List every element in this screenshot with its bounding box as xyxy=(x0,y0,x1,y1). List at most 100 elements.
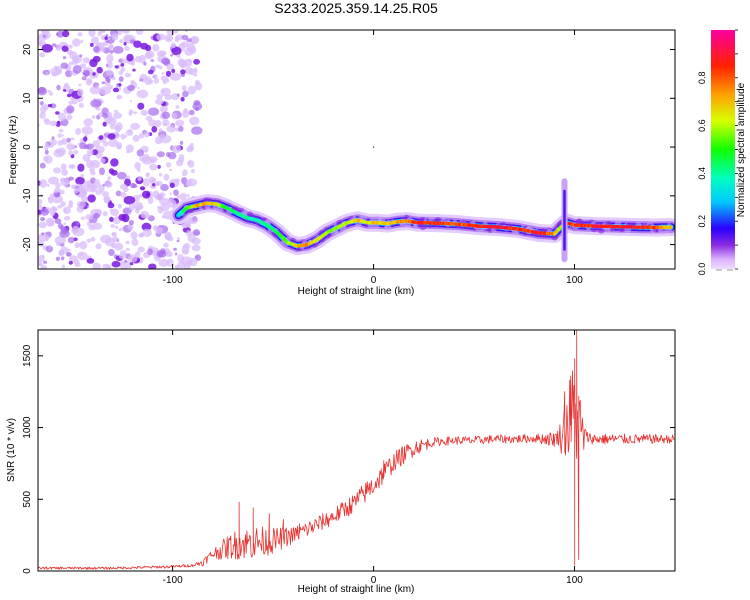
noise-blob xyxy=(70,137,75,141)
noise-blob xyxy=(87,205,90,209)
noise-blob xyxy=(190,37,199,45)
colorbar-tick-label: 0.8 xyxy=(697,72,707,85)
noise-blob xyxy=(110,124,117,130)
noise-blob xyxy=(43,155,49,162)
noise-blob xyxy=(174,252,178,256)
noise-blob xyxy=(174,36,180,43)
noise-blob xyxy=(68,176,74,181)
noise-blob xyxy=(119,250,127,256)
noise-blob xyxy=(81,187,88,195)
noise-blob xyxy=(126,150,130,154)
noise-blob xyxy=(158,65,163,70)
noise-blob xyxy=(146,172,150,176)
noise-blob xyxy=(193,100,201,106)
noise-blob xyxy=(173,247,178,251)
noise-blob xyxy=(190,168,195,174)
noise-blob xyxy=(55,182,61,188)
noise-blob xyxy=(169,72,181,81)
noise-blob xyxy=(101,191,110,198)
noise-blob xyxy=(118,83,122,87)
noise-blob xyxy=(152,183,156,187)
noise-blob xyxy=(52,206,57,212)
noise-blob xyxy=(157,164,161,169)
noise-blob xyxy=(79,63,87,69)
noise-blob xyxy=(102,141,109,147)
noise-blob xyxy=(56,84,61,91)
noise-blob xyxy=(120,63,125,67)
noise-blob xyxy=(191,244,201,252)
noise-blob xyxy=(72,98,78,105)
noise-blob xyxy=(81,126,93,135)
noise-blob xyxy=(161,57,170,65)
noise-blob xyxy=(130,79,135,85)
noise-blob xyxy=(194,107,200,111)
noise-blob xyxy=(104,181,113,188)
noise-blob xyxy=(195,79,200,86)
noise-blob xyxy=(57,120,61,124)
noise-blob xyxy=(138,194,143,198)
noise-blob xyxy=(38,39,42,46)
noise-blob xyxy=(101,81,106,85)
colorbar-ticks: 0.0 0.2 0.4 0.6 0.8 xyxy=(697,29,738,275)
noise-blob xyxy=(75,176,85,185)
noise-blob xyxy=(93,45,100,53)
noise-blob xyxy=(163,242,169,248)
noise-blob xyxy=(126,175,131,180)
noise-blob xyxy=(100,158,106,164)
noise-blob xyxy=(115,225,119,229)
noise-blob xyxy=(74,262,81,268)
noise-blob xyxy=(111,33,119,41)
noise-blob xyxy=(38,221,47,229)
noise-blob xyxy=(93,213,100,219)
noise-blob xyxy=(148,156,158,163)
ridge-speckle xyxy=(385,224,392,231)
noise-blob xyxy=(67,44,73,49)
noise-blob xyxy=(156,94,163,100)
ridge-speckle xyxy=(668,227,673,232)
spectrogram-y-ticks: -20 -10 0 10 20 xyxy=(22,44,675,252)
noise-blob xyxy=(177,254,185,263)
noise-blob xyxy=(106,117,117,126)
noise-blob xyxy=(148,107,160,116)
noise-blob xyxy=(121,213,130,223)
noise-blob xyxy=(102,113,109,119)
noise-blob xyxy=(185,181,193,187)
y-tick-label: 1000 xyxy=(22,416,33,439)
noise-blob xyxy=(166,162,172,168)
noise-blob xyxy=(66,143,75,151)
noise-blob xyxy=(38,199,43,205)
y-tick-label: -20 xyxy=(22,237,33,252)
noise-blob xyxy=(142,178,150,187)
noise-blob xyxy=(168,151,177,160)
noise-blob xyxy=(180,96,185,102)
noise-blob xyxy=(73,149,79,155)
noise-blob xyxy=(177,261,186,269)
y-tick-label: 10 xyxy=(22,92,33,104)
noise-blob xyxy=(175,105,180,109)
noise-blob xyxy=(115,125,121,133)
noise-blob xyxy=(61,169,69,176)
noise-blob xyxy=(106,61,113,69)
noise-blob xyxy=(86,238,92,243)
noise-blob xyxy=(130,100,133,103)
noise-blob xyxy=(55,44,62,51)
noise-blob xyxy=(86,182,91,187)
noise-blob xyxy=(181,85,187,91)
noise-blob xyxy=(39,101,44,106)
noise-blob xyxy=(38,33,48,42)
y-tick-label: 0 xyxy=(22,144,33,150)
noise-blob xyxy=(120,67,126,72)
noise-blob xyxy=(175,119,185,127)
noise-blob xyxy=(187,160,191,165)
noise-blob xyxy=(176,93,180,97)
noise-blob xyxy=(162,119,170,127)
spectrogram-x-label: Height of straight line (km) xyxy=(298,286,415,297)
noise-blob xyxy=(42,260,48,264)
noise-blob xyxy=(138,54,146,64)
noise-blob xyxy=(45,72,49,75)
noise-blob xyxy=(104,36,108,40)
noise-blob xyxy=(49,193,55,198)
noise-blob xyxy=(169,182,175,189)
noise-blob xyxy=(111,260,121,268)
noise-blobs xyxy=(38,30,203,269)
